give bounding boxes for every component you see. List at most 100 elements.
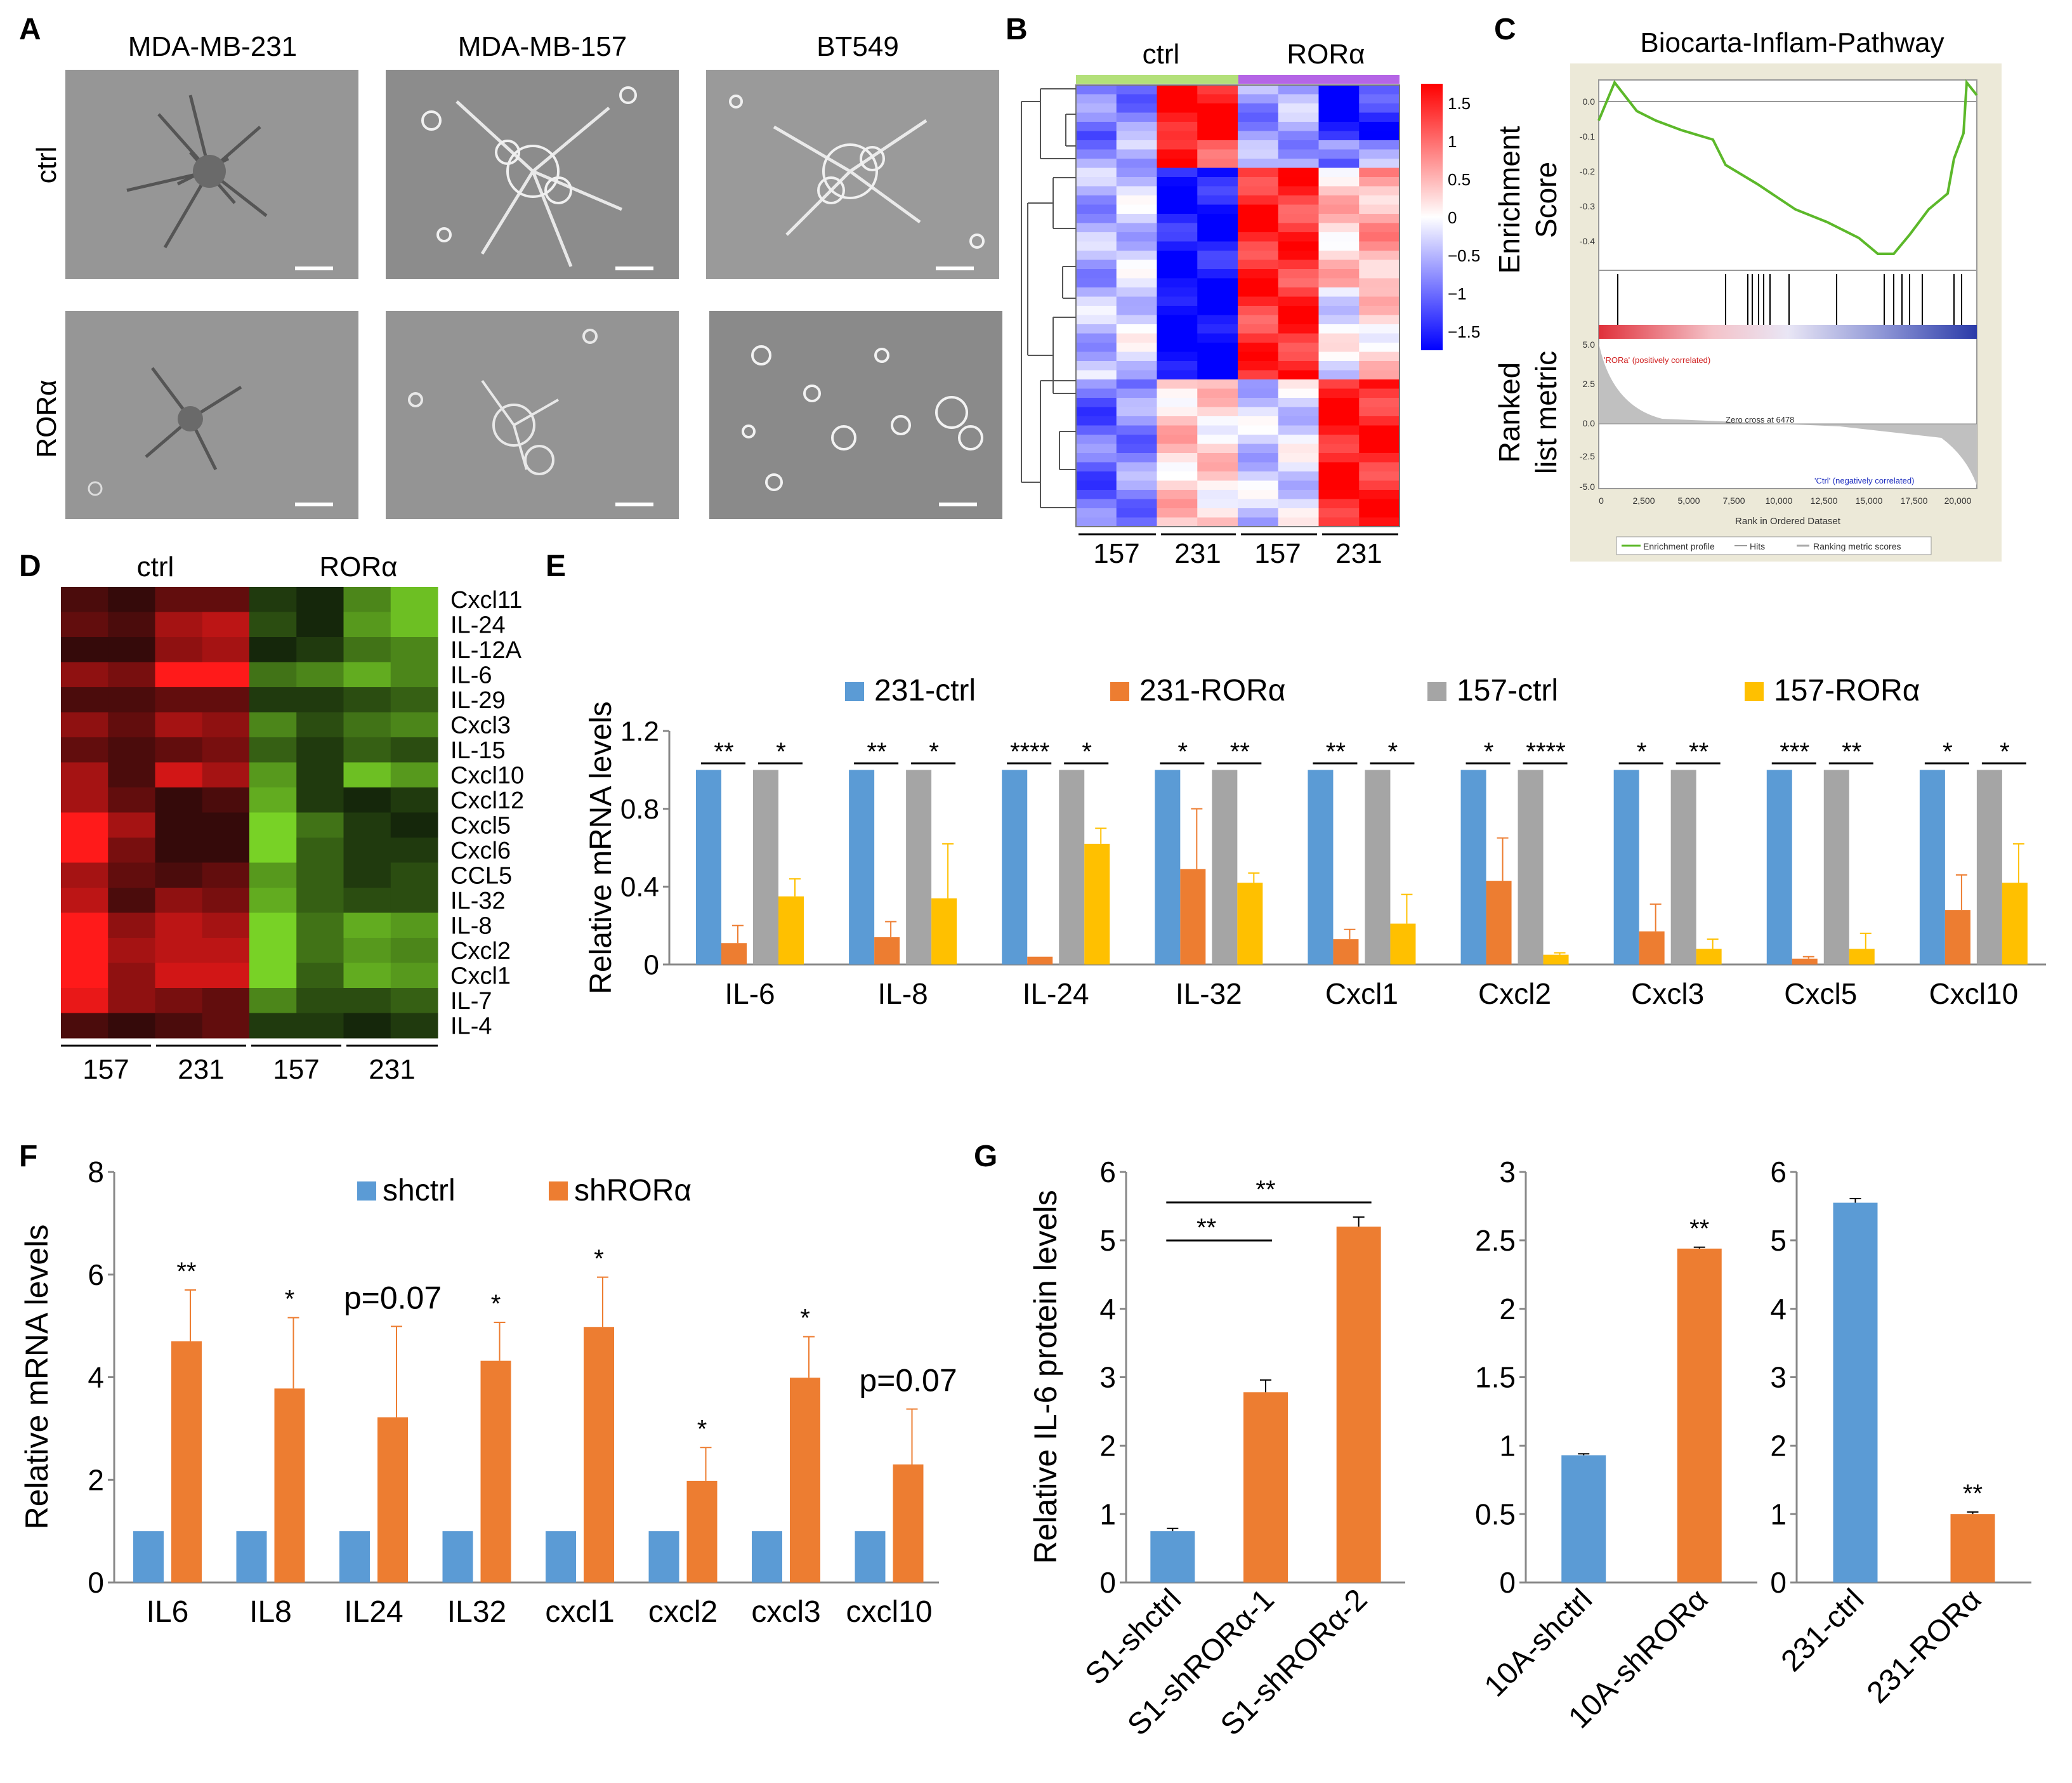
heatmap-cell: [1359, 103, 1400, 113]
heatmap-cell: [155, 662, 203, 688]
micrograph-231-ctrl: [65, 70, 358, 279]
heatmap-cell: [1116, 204, 1157, 214]
heatmap-cell: [1238, 343, 1279, 352]
heatmap-cell: [1197, 159, 1238, 168]
bar: [1150, 1531, 1195, 1582]
heatmap-cell: [1278, 343, 1319, 352]
heatmap-cell: [1157, 251, 1198, 260]
heatmap-cell: [1278, 204, 1319, 214]
significance-mark: *: [1388, 738, 1398, 766]
bottom-label: 231: [1335, 538, 1382, 569]
scale-bar: [295, 266, 333, 270]
heatmap-cell: [1116, 112, 1157, 122]
gene-labels: Cxcl11IL-24IL-12AIL-6IL-29Cxcl3IL-15Cxcl…: [450, 587, 524, 1040]
heatmap-cell: [1116, 361, 1157, 371]
heatmap-cell: [1076, 490, 1117, 499]
bar: [1237, 883, 1263, 964]
heatmap-cell: [1157, 149, 1198, 159]
bar: [1613, 770, 1639, 964]
svg-text:5.0: 5.0: [1583, 339, 1596, 350]
heatmap-cell: [1076, 435, 1117, 444]
significance-mark: *: [1484, 738, 1494, 766]
svg-text:-5.0: -5.0: [1580, 482, 1595, 492]
heatmap-cell: [1318, 435, 1360, 444]
bar: [1677, 1248, 1722, 1582]
heatmap-cell: [343, 988, 391, 1013]
y-tick-label: 0: [88, 1566, 104, 1599]
heatmap-cell: [1116, 85, 1157, 95]
bar: [778, 896, 804, 964]
heatmap-cell: [1076, 223, 1117, 233]
heatmap-cell: [1197, 140, 1238, 150]
heatmap-cell: [1278, 398, 1319, 407]
heatmap-cell: [108, 988, 155, 1013]
svg-text:10,000: 10,000: [1766, 496, 1793, 506]
heatmap-cell: [1278, 499, 1319, 509]
heatmap-cell: [155, 812, 203, 838]
gene-label: IL-32: [450, 888, 506, 914]
heatmap-cell: [296, 963, 344, 989]
x-tick-label: Cxcl10: [1929, 977, 2019, 1010]
heatmap-cell: [1238, 122, 1279, 131]
heatmap-cell: [1157, 333, 1198, 343]
heatmap-cell: [1197, 388, 1238, 398]
heatmap-cell: [108, 687, 155, 713]
heatmap-cell: [1197, 223, 1238, 233]
heatmap-cell: [343, 812, 391, 838]
bar: [1212, 770, 1238, 964]
heatmap-cell: [390, 662, 438, 688]
heatmap-cell: [1359, 94, 1400, 104]
heatmap-cell: [1318, 296, 1360, 306]
heatmap-cell: [296, 637, 344, 662]
heatmap-cell: [1238, 287, 1279, 297]
heatmap-cell: [1318, 112, 1360, 122]
bar: [1543, 954, 1569, 964]
heatmap-cell: [390, 637, 438, 662]
heatmap-cell: [1116, 278, 1157, 288]
heatmap-cell: [1278, 241, 1319, 251]
heatmap-cell: [1318, 232, 1360, 242]
significance-mark: ****: [1010, 738, 1049, 766]
bar: [906, 770, 932, 964]
heatmap-cell: [1359, 453, 1400, 463]
heatmap-cell: [1359, 379, 1400, 389]
heatmap-cell: [1197, 149, 1238, 159]
group-label-ctrl: ctrl: [137, 551, 174, 582]
heatmap-cell: [1359, 352, 1400, 362]
heatmap-cell: [296, 862, 344, 888]
heatmap-cell: [1238, 223, 1279, 233]
scale-bar: [939, 503, 977, 506]
gene-label: IL-6: [450, 662, 492, 688]
heatmap-cell: [1278, 333, 1319, 343]
heatmap-cell: [1197, 324, 1238, 334]
heatmap-cell: [1157, 195, 1198, 205]
heatmap-cell: [1318, 425, 1360, 435]
heatmap-cell: [1318, 480, 1360, 490]
bottom-label: 157: [1254, 538, 1301, 569]
heatmap-cell: [1359, 490, 1400, 499]
heatmap-cell: [1278, 287, 1319, 297]
heatmap-cell: [1359, 260, 1400, 270]
bar: [1180, 869, 1206, 964]
heatmap-cell: [1076, 379, 1117, 389]
heatmap-cell: [1116, 103, 1157, 113]
svg-text:15,000: 15,000: [1856, 496, 1883, 506]
heatmap-cell: [1076, 122, 1117, 131]
bar: [893, 1464, 924, 1582]
y-tick-label: 1: [1770, 1497, 1787, 1530]
heatmap-cell: [296, 838, 344, 863]
heatmap-cell: [1076, 315, 1117, 325]
heatmap-cell: [1197, 453, 1238, 463]
heatmap-cell: [1318, 508, 1360, 518]
heatmap-cell: [1359, 122, 1400, 131]
heatmap-cell: [249, 662, 297, 688]
heatmap-cell: [1238, 149, 1279, 159]
significance-mark: *: [1082, 738, 1092, 766]
heatmap-cell: [390, 787, 438, 813]
panel-letter-b: B: [1006, 13, 1028, 46]
y-tick-label: 0.4: [620, 872, 659, 903]
heatmap-cell: [296, 762, 344, 788]
x-tick-label: cxcl1: [545, 1595, 614, 1629]
